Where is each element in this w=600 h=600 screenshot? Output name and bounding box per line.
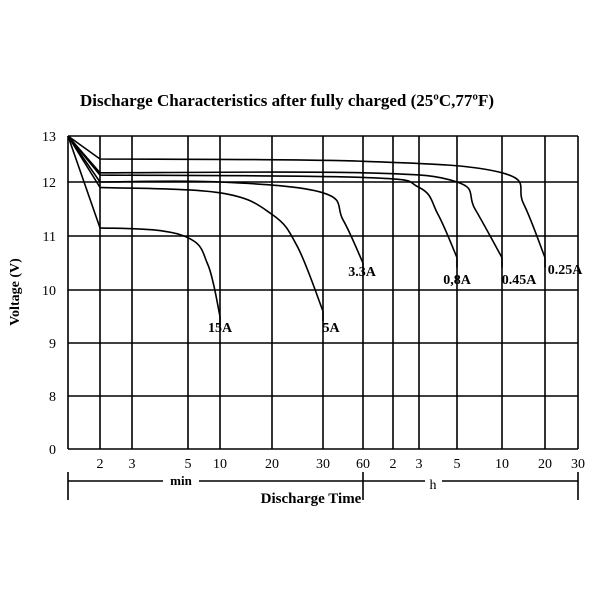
x-tick-10: 10 bbox=[495, 457, 509, 472]
y-tick-12: 12 bbox=[42, 176, 56, 191]
x-unit-min: min bbox=[170, 473, 192, 488]
series-curves bbox=[67, 135, 546, 327]
x-tick-6: 60 bbox=[356, 457, 370, 472]
series-line-0,8A bbox=[67, 135, 458, 258]
grid bbox=[67, 135, 579, 450]
x-tick-12: 30 bbox=[571, 457, 585, 472]
y-tick-8: 8 bbox=[49, 390, 56, 405]
series-label-5A: 5A bbox=[322, 321, 340, 336]
series-line-15A bbox=[67, 135, 221, 317]
y-tick-11: 11 bbox=[43, 230, 56, 245]
x-tick-3: 10 bbox=[213, 457, 227, 472]
x-unit-h: h bbox=[430, 478, 437, 493]
series-label-3.3A: 3.3A bbox=[348, 265, 377, 280]
x-axis-brackets bbox=[67, 472, 579, 500]
y-tick-0: 0 bbox=[49, 443, 56, 458]
x-tick-2: 5 bbox=[185, 457, 192, 472]
y-axis-label: Voltage (V) bbox=[8, 258, 23, 326]
series-line-0.45A bbox=[67, 135, 503, 258]
x-tick-1: 3 bbox=[129, 457, 136, 472]
x-tick-8: 3 bbox=[416, 457, 423, 472]
series-line-3.3A bbox=[67, 135, 364, 264]
x-tick-5: 30 bbox=[316, 457, 330, 472]
x-tick-labels: 2 3 5 10 20 30 60 2 3 5 10 20 30 bbox=[97, 457, 586, 472]
y-tick-labels: 0 8 9 10 11 12 13 bbox=[42, 130, 56, 458]
x-tick-9: 5 bbox=[454, 457, 461, 472]
series-label-15A: 15A bbox=[208, 321, 233, 336]
y-tick-10: 10 bbox=[42, 284, 56, 299]
series-line-5A bbox=[67, 135, 324, 312]
y-tick-13: 13 bbox=[42, 130, 56, 145]
x-axis-label: Discharge Time bbox=[261, 491, 362, 507]
series-label-0.45A: 0.45A bbox=[502, 273, 538, 288]
series-label-0.25A: 0.25A bbox=[548, 263, 584, 278]
x-tick-11: 20 bbox=[538, 457, 552, 472]
y-tick-9: 9 bbox=[49, 337, 56, 352]
x-tick-7: 2 bbox=[390, 457, 397, 472]
series-labels: 15A 5A 3.3A 0,8A 0.45A 0.25A bbox=[208, 263, 583, 336]
x-tick-0: 2 bbox=[97, 457, 104, 472]
x-tick-4: 20 bbox=[265, 457, 279, 472]
series-line-0.25A bbox=[67, 135, 546, 258]
series-label-0,8A: 0,8A bbox=[443, 273, 472, 288]
chart-title: Discharge Characteristics after fully ch… bbox=[80, 91, 494, 110]
